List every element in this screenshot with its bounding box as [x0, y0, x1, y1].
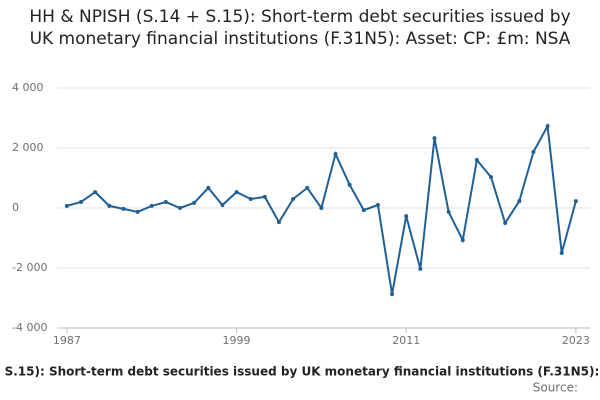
data-point — [404, 214, 409, 219]
data-point — [206, 185, 211, 190]
data-point — [64, 203, 69, 208]
x-tick-label: 1999 — [223, 334, 251, 347]
data-point — [192, 200, 197, 205]
x-tick-label: 2011 — [392, 334, 420, 347]
data-point — [319, 206, 324, 210]
y-tick-label: -2 000 — [12, 261, 47, 274]
source-label: Source: — [533, 381, 578, 395]
data-point — [517, 199, 522, 204]
data-point — [178, 206, 182, 210]
y-tick-label: -4 000 — [12, 321, 47, 334]
chart-title: HH & NPISH (S.14 + S.15): Short-term deb… — [29, 7, 571, 49]
data-point — [291, 197, 296, 201]
data-point — [432, 136, 437, 141]
data-point — [220, 203, 225, 207]
data-point — [262, 194, 267, 199]
data-point — [248, 197, 253, 201]
legend-label: HH & NPISH (S.14 + S.15): Short-term deb… — [0, 365, 600, 379]
data-point — [149, 203, 154, 208]
data-point — [460, 238, 465, 243]
data-point — [121, 206, 126, 211]
data-point — [531, 149, 536, 154]
data-point — [418, 266, 423, 271]
data-point — [305, 185, 310, 190]
x-tick-label: 1987 — [53, 334, 81, 347]
data-point — [545, 124, 550, 129]
data-point — [234, 190, 239, 195]
y-tick-label: 4 000 — [12, 81, 44, 94]
data-point — [503, 221, 508, 225]
x-tick-label: 2023 — [562, 334, 590, 347]
data-point — [474, 158, 479, 162]
data-point — [135, 209, 140, 214]
data-point — [559, 251, 564, 255]
data-point — [390, 292, 395, 297]
data-point — [276, 220, 281, 225]
data-point — [573, 199, 578, 204]
data-point — [163, 200, 168, 204]
data-point — [375, 203, 380, 207]
data-line — [66, 122, 577, 295]
y-tick-label: 0 — [12, 201, 19, 214]
data-point — [107, 203, 112, 208]
data-point — [333, 152, 338, 156]
y-tick-label: 2 000 — [12, 141, 44, 154]
data-point — [489, 175, 494, 180]
data-point — [79, 200, 84, 204]
data-point — [93, 190, 98, 195]
data-point — [361, 208, 366, 213]
data-point — [446, 209, 451, 214]
data-point — [347, 182, 352, 187]
